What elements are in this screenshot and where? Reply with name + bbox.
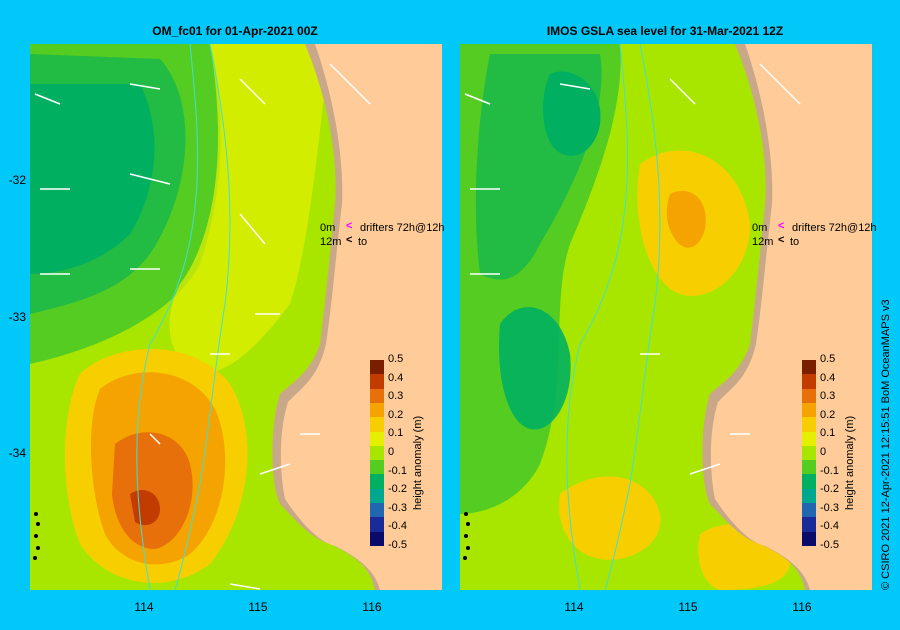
colorbar-segment <box>802 360 816 375</box>
left-x-tick-116: 116 <box>362 600 382 614</box>
colorbar-tick: 0.1 <box>388 427 404 440</box>
colorbar-tick: -0.3 <box>388 501 407 514</box>
colorbar-tick: 0.3 <box>820 390 836 403</box>
colorbar-tick: 0.4 <box>388 371 404 384</box>
left-colorbar-label: height anomaly (m) <box>412 415 424 510</box>
colorbar-segment <box>370 460 384 475</box>
right-panel-title: IMOS GSLA sea level for 31-Mar-2021 12Z <box>546 24 784 38</box>
colorbar-segment <box>370 474 384 490</box>
colorbar-segment <box>802 402 816 418</box>
colorbar-tick: 0.2 <box>388 408 404 421</box>
colorbar-segment <box>370 388 384 404</box>
colorbar-segment <box>802 531 816 547</box>
colorbar-segment <box>802 488 816 504</box>
colorbar-segment <box>802 374 816 390</box>
colorbar-tick: -0.4 <box>388 520 407 533</box>
left-x-tick-114: 114 <box>134 600 154 614</box>
colorbar-segment <box>802 417 816 433</box>
right-x-tick-114: 114 <box>564 600 584 614</box>
colorbar-segment <box>370 431 384 447</box>
right-legend-row2-age: 12m <box>752 236 774 248</box>
colorbar-segment <box>370 503 384 518</box>
colorbar-segment <box>370 517 384 533</box>
colorbar-segment <box>370 360 384 375</box>
left-legend-row1-age: 0m <box>320 222 336 234</box>
colorbar-tick: 0.2 <box>820 408 836 421</box>
right-x-tick-115: 115 <box>678 600 698 614</box>
colorbar-segment <box>370 488 384 504</box>
colorbar-tick: 0.5 <box>820 353 836 365</box>
colorbar-tick: -0.1 <box>388 464 407 477</box>
colorbar-segment <box>802 445 816 461</box>
left-legend-row2-text: to <box>358 236 368 248</box>
colorbar-segment <box>370 417 384 433</box>
colorbar-tick: -0.5 <box>388 539 407 551</box>
colorbar-tick: -0.4 <box>820 520 839 533</box>
y-tick-34: -34 <box>8 446 26 460</box>
colorbar-tick: -0.1 <box>820 464 839 477</box>
colorbar-segment <box>802 517 816 533</box>
y-tick-33: -33 <box>8 310 26 324</box>
colorbar-segment <box>370 374 384 390</box>
y-tick-32: -32 <box>8 173 26 187</box>
colorbar-segment <box>802 474 816 490</box>
colorbar-tick: 0.5 <box>388 353 404 365</box>
right-x-tick-116: 116 <box>792 600 812 614</box>
colorbar-tick: 0.1 <box>820 427 836 440</box>
colorbar-segment <box>802 388 816 404</box>
colorbar-tick: 0 <box>820 446 827 458</box>
right-legend-row1-age: 0m <box>752 222 768 234</box>
right-legend-row2-text: to <box>790 236 800 248</box>
right-colorbar <box>802 360 816 547</box>
right-colorbar-label: height anomaly (m) <box>844 415 856 510</box>
right-legend-row1-arrow: < <box>778 220 785 232</box>
left-x-tick-115: 115 <box>248 600 268 614</box>
colorbar-segment <box>802 460 816 475</box>
left-legend-row1-text: drifters 72h@12h <box>360 222 445 234</box>
left-colorbar <box>370 360 384 547</box>
colorbar-segment <box>370 402 384 418</box>
colorbar-tick: -0.2 <box>820 483 839 496</box>
colorbar-segment <box>802 431 816 447</box>
left-legend-row2-age: 12m <box>320 236 342 248</box>
credit-text: © CSIRO 2021 12-Apr-2021 12:15:51 BoM Oc… <box>880 299 892 590</box>
left-panel-title: OM_fc01 for 01-Apr-2021 00Z <box>152 24 318 38</box>
right-legend-row1-text: drifters 72h@12h <box>792 222 877 234</box>
left-legend-row1-arrow: < <box>346 220 353 232</box>
colorbar-segment <box>370 531 384 547</box>
colorbar-tick: -0.5 <box>820 539 839 551</box>
colorbar-tick: 0.3 <box>388 390 404 403</box>
left-map[interactable] <box>30 44 442 590</box>
colorbar-tick: -0.3 <box>820 501 839 514</box>
colorbar-tick: 0 <box>388 446 395 458</box>
colorbar-segment <box>802 503 816 518</box>
left-legend-row2-arrow: < <box>346 234 353 246</box>
colorbar-tick: 0.4 <box>820 371 836 384</box>
right-legend-row2-arrow: < <box>778 234 785 246</box>
colorbar-segment <box>370 445 384 461</box>
colorbar-tick: -0.2 <box>388 483 407 496</box>
